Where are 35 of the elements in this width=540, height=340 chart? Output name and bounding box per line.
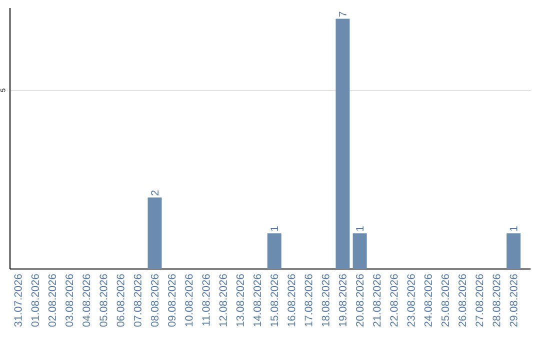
x-tick-label: 13.08.2026 xyxy=(236,274,244,326)
x-tick-label: 01.08.2026 xyxy=(31,274,39,327)
x-tick-label: 17.08.2026 xyxy=(304,274,312,326)
data-label: 7 xyxy=(339,12,346,17)
x-tick-label: 12.08.2026 xyxy=(219,274,227,326)
data-label: 1 xyxy=(270,226,278,231)
x-tick-label: 03.08.2026 xyxy=(66,274,74,327)
x-tick-label: 04.08.2026 xyxy=(82,274,90,327)
x-tick-label: 29.08.2026 xyxy=(510,274,518,327)
x-tick-label: 05.08.2026 xyxy=(100,274,108,327)
x-tick-label: 21.08.2026 xyxy=(373,274,381,327)
x-tick-label: 07.08.2026 xyxy=(134,274,142,327)
x-tick-label: 14.08.2026 xyxy=(253,274,262,326)
x-tick-label: 31.07.2026 xyxy=(14,274,22,327)
x-tick-label: 20.08.2026 xyxy=(356,274,364,327)
x-tick-label: 08.08.2026 xyxy=(150,274,159,327)
x-tick-label: 25.08.2026 xyxy=(441,274,450,327)
x-tick-label: 22.08.2026 xyxy=(390,274,398,327)
x-tick-label: 15.08.2026 xyxy=(270,274,278,326)
x-tick-label: 27.08.2026 xyxy=(476,274,484,327)
x-tick-label: 23.08.2026 xyxy=(407,274,415,327)
x-tick-label: 18.08.2026 xyxy=(322,274,330,326)
x-tick-label: 26.08.2026 xyxy=(458,274,466,327)
x-tick-label: 10.08.2026 xyxy=(185,274,193,326)
x-tick-label: 11.08.2026 xyxy=(202,274,210,326)
data-label: 1 xyxy=(510,226,518,231)
x-tick-label: 16.08.2026 xyxy=(288,274,296,326)
x-tick-label: 24.08.2026 xyxy=(424,274,432,327)
x-tick-label: 19.08.2026 xyxy=(338,274,346,326)
data-label: 2 xyxy=(151,190,158,196)
x-tick-label: 06.08.2026 xyxy=(116,274,124,327)
data-label: 1 xyxy=(356,226,364,231)
x-tick-label: 09.08.2026 xyxy=(168,274,176,327)
x-tick-label: 28.08.2026 xyxy=(492,274,500,327)
x-tick-label: 02.08.2026 xyxy=(48,274,56,327)
